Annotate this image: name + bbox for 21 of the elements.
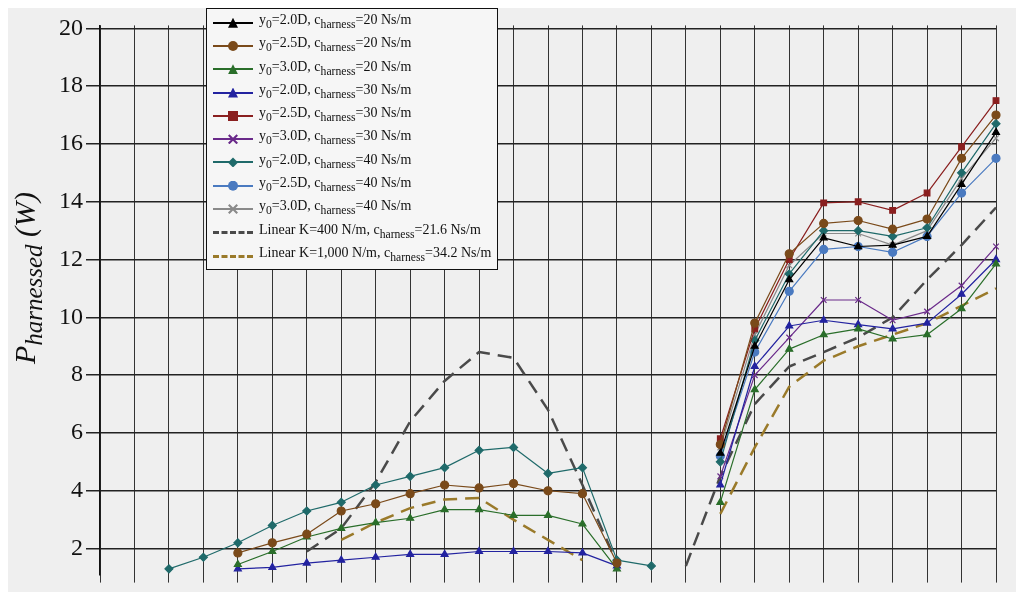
y-tick-label: 4 bbox=[71, 476, 83, 503]
legend-label: y$_{0}$=2.0D, c$_{harness}$=40 Ns/m bbox=[259, 150, 412, 173]
legend-label: y$_{0}$=3.0D, c$_{harness}$=20 Ns/m bbox=[259, 57, 412, 80]
y-tick-label: 12 bbox=[59, 244, 83, 271]
legend-label: y$_{0}$=3.0D, c$_{harness}$=40 Ns/m bbox=[259, 197, 412, 220]
legend-label: y$_{0}$=2.5D, c$_{harness}$=30 Ns/m bbox=[259, 104, 412, 126]
y-tick-label: 8 bbox=[71, 360, 83, 387]
legend-label: Linear K=1,000 N/m, c$_{harness}$=34.2 Ns/m bbox=[259, 243, 492, 266]
legend-label: y$_{0}$=3.0D, c$_{harness}$=30 Ns/m bbox=[259, 127, 412, 150]
y-tick-label: 10 bbox=[59, 302, 83, 329]
legend-label: Linear K=400 N/m, c$_{harness}$=21.6 Ns/m bbox=[259, 220, 481, 243]
y-tick-label: 6 bbox=[71, 418, 83, 445]
y-tick-label: 14 bbox=[59, 187, 83, 214]
legend-label: y$_{0}$=2.0D, c$_{harness}$=20 Ns/m bbox=[259, 11, 412, 33]
y-tick-label: 16 bbox=[59, 129, 83, 156]
y-tick-label: 20 bbox=[59, 13, 83, 40]
legend-label: y$_{0}$=2.5D, c$_{harness}$=20 Ns/m bbox=[259, 34, 412, 57]
legend-label: y$_{0}$=2.0D, c$_{harness}$=30 Ns/m bbox=[259, 80, 412, 103]
y-tick-label: 2 bbox=[71, 533, 83, 560]
legend-label: y$_{0}$=2.5D, c$_{harness}$=40 Ns/m bbox=[259, 174, 412, 196]
y-tick-label: 18 bbox=[59, 71, 83, 98]
